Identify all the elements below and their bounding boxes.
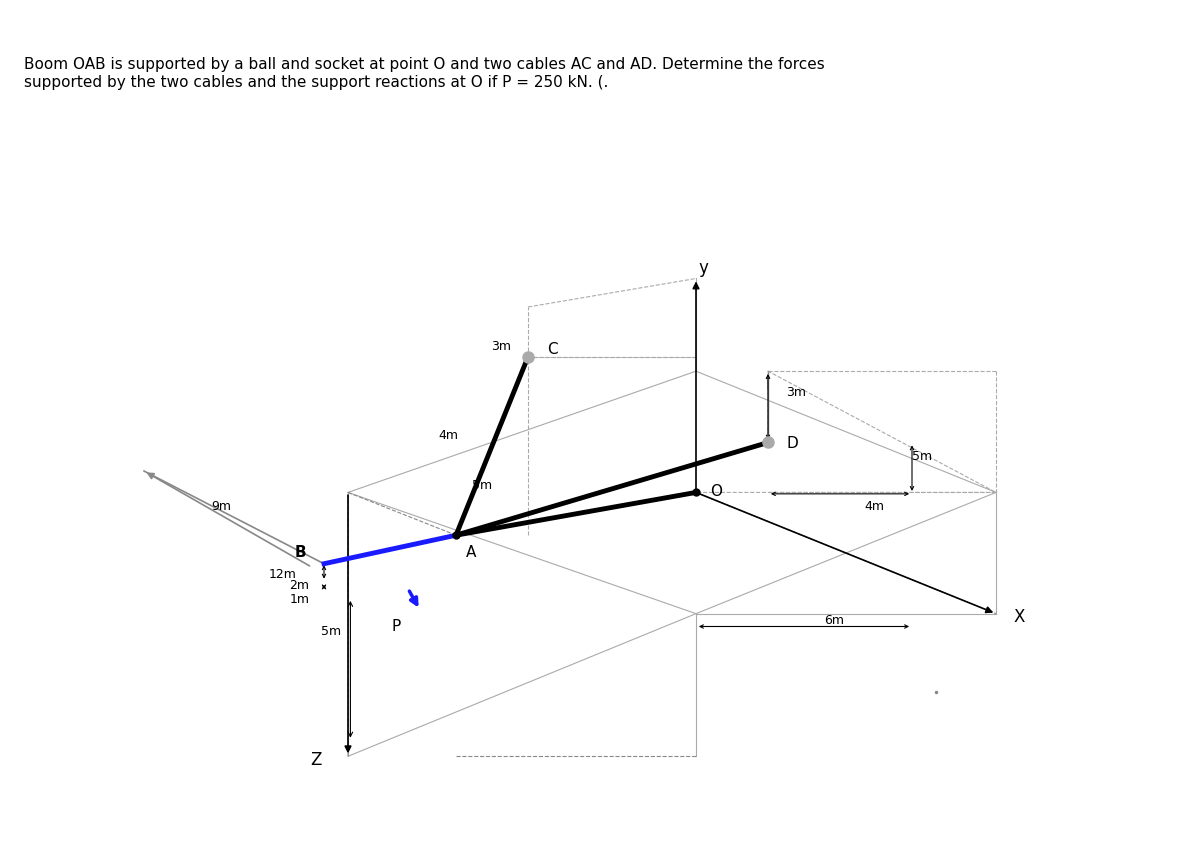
Text: 4m: 4m (438, 429, 458, 441)
Text: Z: Z (311, 751, 322, 769)
Text: C: C (547, 342, 558, 357)
Text: 6m: 6m (824, 615, 844, 627)
Text: A: A (466, 545, 476, 560)
Text: 12m: 12m (269, 568, 296, 581)
Text: B: B (294, 545, 306, 560)
Text: 9m: 9m (211, 500, 232, 513)
Text: X: X (1014, 608, 1025, 627)
Text: O: O (710, 484, 722, 499)
Text: 3m: 3m (786, 386, 806, 399)
Text: 1m: 1m (289, 593, 310, 606)
Text: y: y (698, 259, 708, 277)
Text: 5m: 5m (912, 450, 932, 464)
Text: P: P (391, 620, 401, 634)
Text: 3m: 3m (491, 340, 511, 352)
Text: 5m: 5m (472, 479, 492, 492)
Text: 5m: 5m (320, 625, 341, 638)
Text: Boom OAB is supported by a ball and socket at point O and two cables AC and AD. : Boom OAB is supported by a ball and sock… (24, 58, 824, 90)
Text: 4m: 4m (864, 500, 884, 513)
Text: 2m: 2m (289, 579, 310, 592)
Text: D: D (786, 436, 798, 452)
